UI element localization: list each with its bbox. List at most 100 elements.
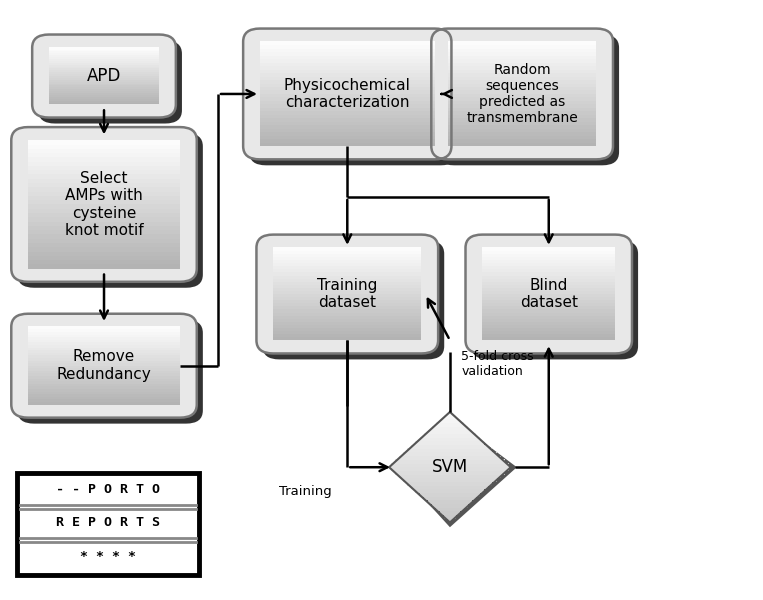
Bar (28, 358, 180, 361)
Bar (273, 290, 421, 294)
Bar (28, 191, 180, 196)
Bar (49, 47, 159, 50)
Bar (448, 107, 596, 112)
Bar (49, 51, 159, 53)
Polygon shape (391, 467, 509, 471)
Bar (28, 329, 180, 332)
Bar (482, 318, 615, 322)
Bar (448, 142, 596, 146)
Bar (482, 321, 615, 325)
FancyBboxPatch shape (250, 35, 458, 166)
Polygon shape (448, 412, 452, 416)
Bar (28, 339, 180, 343)
Bar (28, 370, 180, 373)
Bar (260, 107, 435, 112)
Bar (448, 100, 596, 104)
Bar (28, 383, 180, 386)
Bar (448, 52, 596, 56)
Bar (49, 81, 159, 83)
Text: Select
AMPs with
cysteine
knot motif: Select AMPs with cysteine knot motif (65, 171, 143, 238)
Bar (273, 302, 421, 307)
Bar (273, 284, 421, 288)
Bar (49, 64, 159, 67)
Text: Training: Training (279, 485, 332, 497)
Bar (448, 59, 596, 62)
Bar (273, 247, 421, 251)
Bar (260, 114, 435, 118)
Bar (448, 118, 596, 122)
Bar (273, 321, 421, 325)
Bar (273, 299, 421, 303)
FancyBboxPatch shape (243, 29, 452, 160)
Bar (482, 259, 615, 263)
Bar (260, 97, 435, 101)
Bar (49, 100, 159, 103)
Bar (28, 242, 180, 247)
Polygon shape (399, 455, 501, 460)
Bar (49, 91, 159, 93)
FancyBboxPatch shape (17, 473, 199, 575)
Bar (448, 44, 596, 49)
Bar (482, 281, 615, 285)
Bar (482, 284, 615, 288)
FancyBboxPatch shape (437, 35, 619, 166)
Bar (260, 62, 435, 66)
Text: Training
dataset: Training dataset (317, 278, 378, 310)
Bar (28, 255, 180, 260)
Bar (49, 76, 159, 78)
Bar (28, 140, 180, 145)
Polygon shape (432, 503, 468, 508)
Bar (28, 182, 180, 187)
Bar (28, 386, 180, 389)
Bar (448, 125, 596, 129)
Bar (482, 253, 615, 257)
FancyBboxPatch shape (11, 314, 197, 418)
Bar (273, 278, 421, 281)
Bar (273, 318, 421, 322)
Bar (273, 253, 421, 257)
Bar (28, 360, 180, 363)
Bar (260, 44, 435, 49)
Bar (28, 347, 180, 350)
Bar (28, 221, 180, 226)
Bar (448, 48, 596, 52)
Bar (448, 104, 596, 108)
Bar (260, 118, 435, 122)
Bar (260, 104, 435, 108)
Bar (273, 309, 421, 313)
Bar (28, 355, 180, 358)
Bar (28, 337, 180, 340)
Bar (49, 56, 159, 59)
Bar (49, 89, 159, 91)
Bar (448, 114, 596, 118)
Bar (28, 170, 180, 175)
Polygon shape (399, 474, 501, 478)
Polygon shape (432, 426, 468, 430)
Bar (28, 259, 180, 265)
Bar (448, 128, 596, 132)
Bar (448, 41, 596, 45)
Bar (28, 368, 180, 371)
Bar (273, 263, 421, 266)
Polygon shape (423, 433, 476, 438)
Bar (273, 315, 421, 319)
Bar (482, 337, 615, 340)
Polygon shape (448, 518, 452, 523)
Bar (482, 290, 615, 294)
Bar (28, 394, 180, 397)
Bar (482, 324, 615, 328)
Bar (28, 234, 180, 239)
Bar (273, 331, 421, 334)
Text: APD: APD (87, 67, 121, 85)
Bar (28, 195, 180, 200)
Bar (28, 166, 180, 170)
Bar (260, 86, 435, 91)
Polygon shape (444, 415, 456, 419)
Text: Blind
dataset: Blind dataset (520, 278, 578, 310)
Bar (273, 306, 421, 310)
Bar (28, 225, 180, 230)
Polygon shape (420, 437, 481, 442)
Bar (28, 352, 180, 355)
Bar (28, 251, 180, 256)
Bar (260, 142, 435, 146)
